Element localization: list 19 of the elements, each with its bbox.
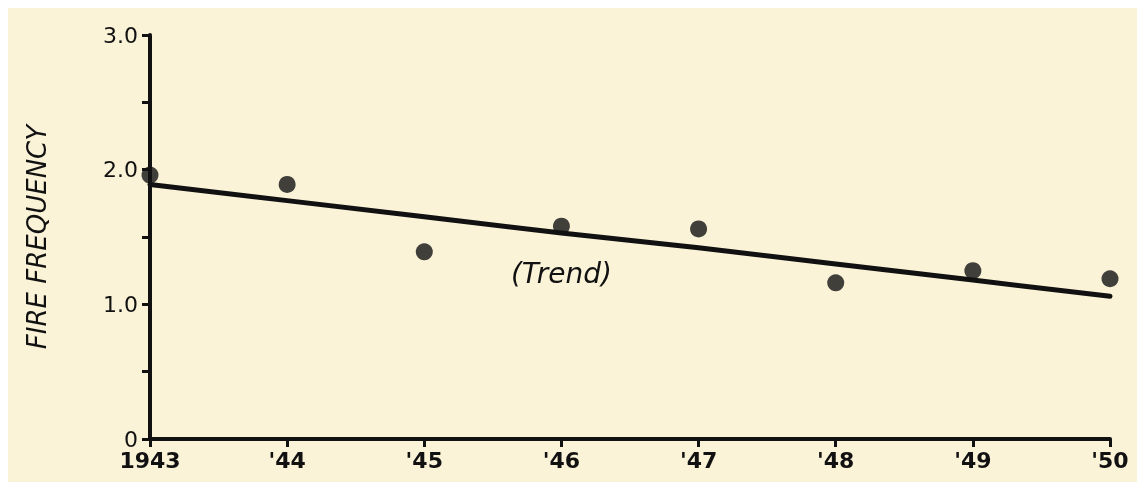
point	[1101, 270, 1119, 288]
x-tick-label: '49	[954, 447, 992, 473]
y-axis-title: FIRE FREQUENCY	[22, 122, 52, 350]
y-tick-label: 1.0	[103, 291, 138, 317]
point	[690, 220, 708, 238]
x-tick-label: '46	[542, 447, 581, 473]
y-tick-label: 2.0	[103, 157, 138, 183]
y-tick-label: 3.0	[103, 22, 138, 48]
x-tick-label: '44	[268, 447, 306, 473]
point	[141, 166, 159, 184]
point	[827, 274, 845, 292]
x-tick-label: '48	[817, 447, 855, 473]
x-tick-label: '45	[405, 447, 443, 473]
point	[964, 262, 982, 280]
x-tick-label: '50	[1091, 447, 1129, 473]
point	[278, 175, 296, 193]
x-tick-label: '47	[679, 447, 718, 473]
annotation: (Trend)	[510, 256, 612, 290]
point	[415, 243, 433, 261]
